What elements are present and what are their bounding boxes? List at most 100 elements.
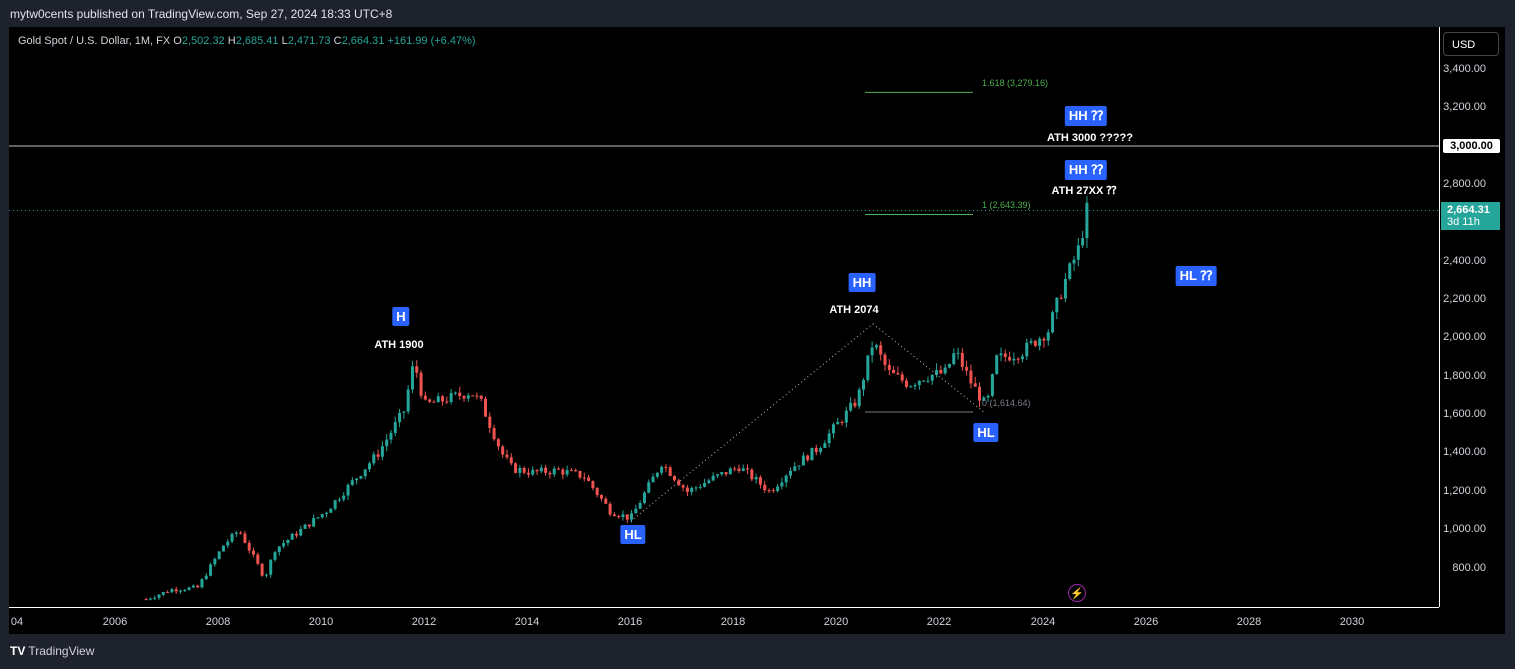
candle-body: [853, 402, 857, 407]
bar-countdown: 3d 11h: [1447, 216, 1480, 228]
time-tick: 2030: [1339, 616, 1365, 628]
candle-body: [320, 514, 324, 518]
time-tick: 2016: [617, 616, 643, 628]
ath-2074-label[interactable]: ATH 2074: [829, 304, 879, 316]
candle-body: [703, 482, 707, 487]
candle-body: [960, 352, 964, 367]
hl-badge-2015[interactable]: HL: [620, 525, 646, 544]
candle-body: [174, 589, 178, 592]
candle-body: [608, 503, 612, 515]
hh-badge-27xx[interactable]: HH ⁇: [1064, 160, 1108, 180]
chart-area[interactable]: [9, 27, 1505, 634]
time-tick: 2008: [205, 616, 231, 628]
candle-body: [157, 594, 161, 598]
candle-body: [978, 386, 982, 401]
candle-body: [548, 472, 552, 475]
hl-badge-2022[interactable]: HL: [973, 423, 999, 442]
high-value: 2,685.41: [235, 35, 279, 47]
price-axis[interactable]: 3,400.00 3,200.00 2,800.00 2,400.00 2,20…: [1439, 27, 1506, 607]
ath-3000-label[interactable]: ATH 3000 ?????: [1047, 132, 1133, 144]
candle-body: [969, 370, 973, 384]
candle-body: [690, 487, 694, 492]
candle-body: [342, 495, 346, 500]
candle-body: [325, 512, 329, 515]
candle-body: [660, 466, 664, 473]
hh-badge-3000[interactable]: HH ⁇: [1064, 106, 1108, 126]
candle-body: [221, 545, 225, 552]
hl-badge-future[interactable]: HL ⁇: [1175, 266, 1217, 286]
candle-body: [849, 402, 853, 411]
candle-body: [492, 427, 496, 440]
candle-body: [316, 517, 320, 519]
candle-body: [307, 524, 311, 527]
candle-body: [887, 364, 891, 370]
candle-body: [625, 514, 629, 520]
candle-body: [398, 412, 402, 423]
trend-line[interactable]: [630, 323, 874, 522]
h-badge[interactable]: H: [392, 307, 410, 326]
candle-body: [621, 514, 625, 517]
time-tick: 2006: [102, 616, 128, 628]
tradingview-footer[interactable]: TV TradingView: [10, 644, 94, 658]
candle-body: [819, 447, 823, 452]
lightning-icon[interactable]: ⚡: [1068, 584, 1086, 602]
candle-body: [376, 454, 380, 457]
candle-body: [758, 477, 762, 485]
candle-body: [277, 546, 281, 553]
ath-1900-label[interactable]: ATH 1900: [374, 339, 424, 351]
fib-1-label: 1 (2,643.39): [982, 200, 1031, 210]
candle-body: [926, 380, 930, 382]
time-tick: 2014: [514, 616, 540, 628]
candle-body: [814, 447, 818, 452]
close-value: 2,664.31: [341, 35, 385, 47]
candle-body: [144, 599, 148, 601]
candle-body: [874, 345, 878, 348]
candle-body: [857, 389, 861, 407]
hh-badge-2020[interactable]: HH: [848, 273, 876, 292]
candle-body: [823, 443, 827, 448]
candle-body: [423, 395, 427, 400]
candle-body: [230, 533, 234, 542]
candle-body: [655, 472, 659, 477]
time-tick: 2026: [1133, 616, 1159, 628]
candle-body: [599, 495, 603, 499]
candle-body: [582, 477, 586, 479]
candle-body: [368, 463, 372, 470]
candle-body: [178, 590, 182, 592]
candle-body: [1012, 358, 1016, 361]
candle-body: [329, 508, 333, 513]
price-tick: 2,800.00: [1443, 178, 1486, 190]
candle-body: [518, 468, 522, 473]
candle-body: [1029, 340, 1033, 343]
symbol-name: Gold Spot / U.S. Dollar, 1M, FX: [18, 35, 171, 47]
currency-button[interactable]: USD: [1443, 32, 1499, 56]
candle-body: [303, 524, 307, 529]
change-value: +161.99 (+6.47%): [387, 35, 476, 47]
candle-body: [943, 367, 947, 374]
price-tick: 1,400.00: [1443, 446, 1486, 458]
candle-body: [617, 516, 621, 518]
candle-body: [982, 397, 986, 401]
candle-body: [707, 480, 711, 483]
time-tick: 2024: [1030, 616, 1056, 628]
candle-body: [870, 347, 874, 356]
candle-body: [771, 490, 775, 492]
candle-body: [995, 355, 999, 375]
candle-body: [509, 457, 513, 464]
candle-body: [784, 475, 788, 483]
symbol-legend[interactable]: Gold Spot / U.S. Dollar, 1M, FX O2,502.3…: [18, 35, 476, 47]
candle-body: [187, 587, 191, 591]
candle-body: [737, 468, 741, 471]
candle-body: [604, 498, 608, 504]
fib-0-label: 0 (1,614.64): [982, 398, 1031, 408]
time-axis[interactable]: 04 2006 2008 2010 2012 2014 2016 2018 20…: [9, 607, 1439, 635]
candle-body: [892, 369, 896, 374]
ath-27xx-label[interactable]: ATH 27XX ⁇: [1051, 185, 1117, 197]
last-price: 2,664.31: [1447, 204, 1490, 216]
high-label: H: [227, 35, 236, 47]
candle-body: [947, 363, 951, 368]
candle-body: [862, 380, 866, 390]
candle-body: [458, 392, 462, 397]
candle-body: [578, 470, 582, 478]
